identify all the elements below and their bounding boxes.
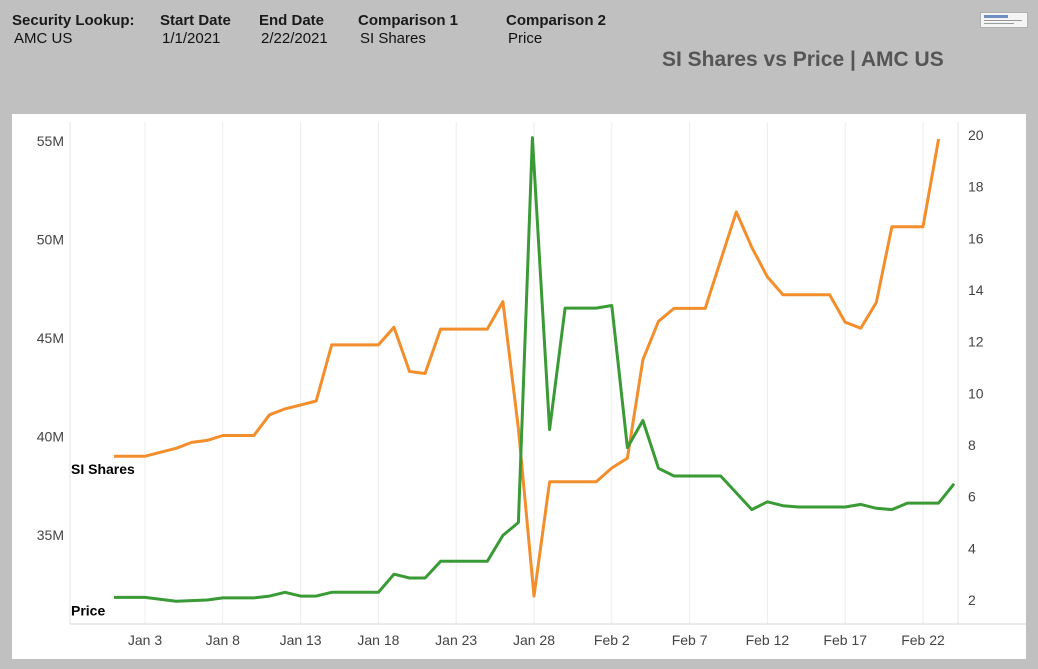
y-left-tick-label: 40M (37, 429, 64, 445)
y-right-tick-label: 20 (968, 127, 984, 143)
y-left-tick-label: 35M (37, 527, 64, 543)
filter-value[interactable]: 1/1/2021 (162, 30, 221, 47)
chart-title: SI Shares vs Price | AMC US (662, 48, 944, 71)
filter-start-date[interactable]: Start Date 1/1/2021 (160, 12, 231, 47)
y-left-tick-label: 50M (37, 232, 64, 248)
y-right-tick-label: 16 (968, 230, 984, 246)
x-tick-label: Jan 8 (206, 632, 240, 648)
filter-label: Start Date (160, 12, 231, 29)
filter-value[interactable]: SI Shares (360, 30, 426, 47)
series-label: Price (71, 602, 105, 618)
x-tick-label: Jan 18 (357, 632, 399, 648)
filter-label: End Date (259, 12, 325, 29)
filter-value[interactable]: AMC US (14, 30, 73, 47)
chart-labels: SI Shares Price (71, 461, 135, 618)
x-tick-label: Jan 13 (280, 632, 322, 648)
x-tick-label: Feb 12 (746, 632, 790, 648)
y-right-tick-label: 18 (968, 179, 984, 195)
filter-label: Comparison 1 (358, 12, 459, 29)
filter-label: Comparison 2 (506, 12, 607, 29)
y-left-tick-label: 55M (37, 133, 64, 149)
filter-security-lookup[interactable]: Security Lookup: AMC US (12, 12, 135, 47)
filter-comparison-1[interactable]: Comparison 1 SI Shares (358, 12, 458, 47)
x-tick-label: Jan 23 (435, 632, 477, 648)
chart-grid (144, 122, 924, 624)
filter-label: Security Lookup: (12, 12, 135, 29)
chart-series (113, 136, 956, 603)
filter-end-date[interactable]: End Date 2/22/2021 (259, 12, 328, 47)
series-line-si-shares (113, 138, 941, 598)
y-left-tick-label: 45M (37, 330, 64, 346)
y-right-tick-label: 14 (968, 282, 984, 298)
filter-comparison-2[interactable]: Comparison 2 Price (506, 12, 606, 47)
y-right-tick-label: 2 (968, 592, 976, 608)
filter-value[interactable]: 2/22/2021 (261, 30, 328, 47)
y-right-tick-label: 10 (968, 385, 984, 401)
brand-logo (980, 12, 1028, 28)
series-label: SI Shares (71, 461, 135, 477)
y-right-tick-label: 12 (968, 334, 984, 350)
x-tick-label: Feb 2 (594, 632, 630, 648)
filter-value[interactable]: Price (508, 30, 543, 47)
x-tick-label: Jan 3 (128, 632, 162, 648)
line-chart: Jan 3 Jan 8 Jan 13 Jan 18 Jan 23 Jan 28 Feb 2 F… (37, 122, 1026, 648)
x-tick-label: Jan 28 (513, 632, 555, 648)
y-right-tick-label: 6 (968, 489, 976, 505)
x-tick-label: Feb 17 (823, 632, 867, 648)
chart-panel: Jan 3 Jan 8 Jan 13 Jan 18 Jan 23 Jan 28 Feb 2 F… (12, 114, 1026, 659)
y-right-tick-label: 4 (968, 540, 976, 556)
series-line-price (113, 136, 956, 603)
chart-axes: Jan 3 Jan 8 Jan 13 Jan 18 Jan 23 Jan 28 Feb 2 F… (37, 122, 1026, 648)
x-tick-label: Feb 7 (672, 632, 708, 648)
y-right-tick-label: 8 (968, 437, 976, 453)
x-tick-label: Feb 22 (901, 632, 945, 648)
